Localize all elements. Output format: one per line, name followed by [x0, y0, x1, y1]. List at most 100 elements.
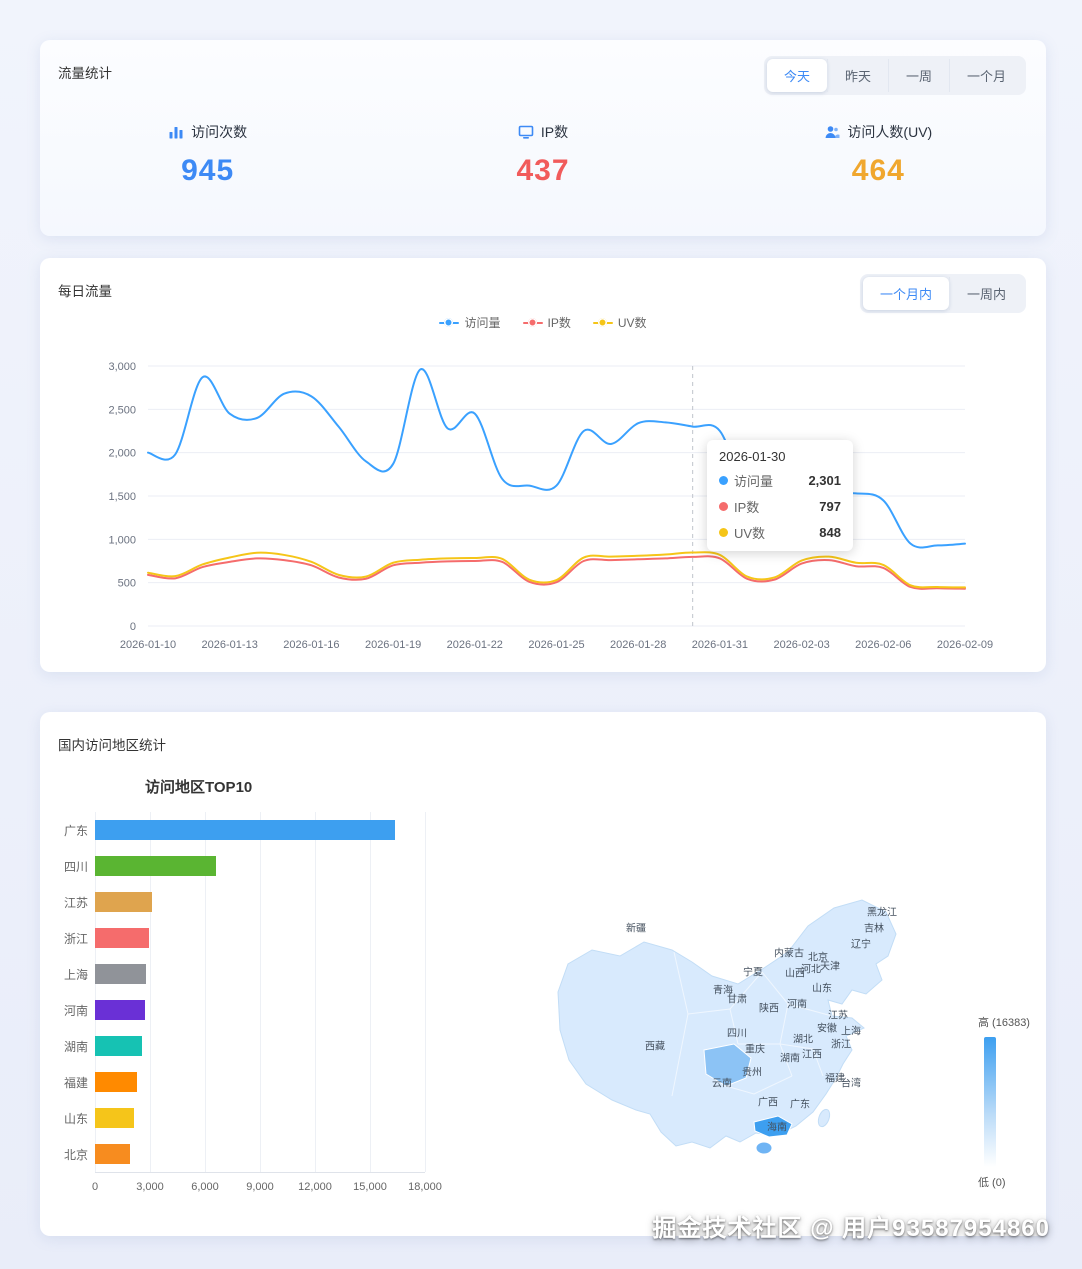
bar-track	[95, 1036, 425, 1056]
tooltip-label: UV数	[734, 526, 766, 541]
bar-row: 四川	[58, 848, 448, 884]
china-outline	[557, 899, 897, 1149]
svg-text:500: 500	[118, 578, 136, 590]
bar[interactable]	[95, 856, 216, 876]
stat-value: 464	[851, 154, 905, 187]
traffic-stats-card: 流量统计 今天 昨天 一周 一个月 访问次数 945 IP数 437	[40, 40, 1046, 236]
svg-text:2026-01-19: 2026-01-19	[365, 639, 421, 651]
region-stats-card: 国内访问地区统计 访问地区TOP10 广东 四川 江苏 浙江 上海 河南 湖南 福建 山东 北京 …	[40, 712, 1046, 1236]
time-range-tab[interactable]: 一周	[887, 59, 949, 92]
bar-category-label: 上海	[63, 967, 88, 982]
legend-label: 访问量	[464, 316, 501, 330]
bar[interactable]	[95, 1144, 130, 1164]
tooltip-row: 访问量 2,301	[719, 471, 841, 490]
tooltip-value: 2,301	[808, 473, 841, 488]
time-range-tab[interactable]: 昨天	[826, 59, 888, 92]
bar[interactable]	[95, 964, 147, 984]
bar-row: 山东	[58, 1100, 448, 1136]
daily-range-tabs: 一个月内 一周内	[859, 274, 1026, 313]
stat-label: 访问人数(UV)	[847, 124, 933, 140]
bar-category-label: 河南	[63, 1003, 88, 1018]
card-title: 每日流量	[58, 284, 112, 299]
daily-traffic-chart[interactable]: 0 500 1,000 1,500 2,000 2,500 3,000 2026-01-10 2…	[40, 354, 1046, 654]
svg-text:2026-01-28: 2026-01-28	[610, 639, 666, 651]
card-title: 国内访问地区统计	[58, 738, 166, 753]
svg-text:2026-02-03: 2026-02-03	[773, 639, 829, 651]
svg-text:2026-02-06: 2026-02-06	[855, 639, 911, 651]
province-borders	[671, 951, 833, 1097]
legend-label: UV数	[617, 316, 647, 330]
svg-text:2026-01-13: 2026-01-13	[202, 639, 258, 651]
series-dot	[719, 528, 728, 537]
svg-text:2026-01-22: 2026-01-22	[447, 639, 503, 651]
svg-text:2026-01-10: 2026-01-10	[120, 639, 176, 651]
svg-text:0: 0	[130, 621, 136, 633]
map-gradient-legend: 高 (16383) 低 (0)	[978, 1014, 1046, 1190]
legend-line-icon	[522, 317, 543, 328]
bar-category-label: 广东	[63, 823, 88, 838]
legend-line-icon	[592, 317, 613, 328]
stat-label: 访问次数	[191, 124, 248, 140]
time-range-tab[interactable]: 一个月	[948, 59, 1023, 92]
bar-chart-x-axis: 0 3,000 6,000 9,000 12,000 15,000 18,000	[91, 1172, 442, 1197]
province-sichuan	[703, 1043, 752, 1087]
province-hainan	[755, 1141, 773, 1155]
bar-row: 江苏	[58, 884, 448, 920]
series-dot	[719, 476, 728, 485]
card-title: 流量统计	[58, 66, 112, 81]
stats-row: 访问次数 945 IP数 437 访问人数(UV) 464	[40, 122, 1046, 188]
x-axis-tick: 18,000	[408, 1181, 442, 1193]
bar-category-label: 北京	[63, 1147, 88, 1162]
x-axis-tick: 15,000	[353, 1181, 387, 1193]
stat-visits: 访问次数 945	[40, 122, 375, 188]
top10-bar-chart: 广东 四川 江苏 浙江 上海 河南 湖南 福建 山东 北京	[58, 812, 448, 1172]
daily-range-tab[interactable]: 一个月内	[862, 277, 949, 310]
legend-item[interactable]: IP数	[522, 314, 571, 331]
svg-text:2,500: 2,500	[108, 404, 136, 416]
watermark: 掘金技术社区 @ 用户93587954860	[652, 1215, 1050, 1242]
svg-text:2,000: 2,000	[108, 448, 136, 460]
x-axis-tick: 0	[91, 1181, 99, 1193]
bar[interactable]	[95, 928, 150, 948]
china-map[interactable]: 新疆 黑龙江 吉林 辽宁 内蒙古 北京 天津 河北 山西 宁夏 山东 青海 甘肃 陕西 河南 西藏 四川 重庆 湖北…	[540, 864, 940, 1159]
daily-range-tab[interactable]: 一周内	[948, 277, 1023, 310]
bar[interactable]	[95, 1072, 138, 1092]
tooltip-row: IP数 797	[719, 497, 841, 516]
china-map-shape[interactable]	[540, 864, 940, 1159]
bar[interactable]	[95, 820, 396, 840]
bar[interactable]	[95, 1108, 135, 1128]
svg-text:2026-01-16: 2026-01-16	[283, 639, 339, 651]
bar-category-label: 湖南	[63, 1039, 88, 1054]
svg-text:2026-02-09: 2026-02-09	[937, 639, 993, 651]
user-icon	[824, 124, 840, 140]
legend-high-label: 高 (16383)	[978, 1017, 1030, 1029]
bar-track	[95, 1144, 425, 1164]
bar-track	[95, 856, 425, 876]
bar-track	[95, 820, 425, 840]
bar-category-label: 山东	[63, 1111, 88, 1126]
bar[interactable]	[95, 1036, 142, 1056]
bar-category-label: 江苏	[63, 895, 88, 910]
bar-row: 湖南	[58, 1028, 448, 1064]
time-range-tab[interactable]: 今天	[766, 59, 827, 92]
bar-track	[95, 928, 425, 948]
bar-row: 河南	[58, 992, 448, 1028]
bar-track	[95, 964, 425, 984]
chart-tooltip: 2026-01-30 访问量 2,301 IP数 797 UV数 848	[707, 440, 853, 551]
chart-legend: 访问量 IP数 UV数	[40, 314, 1046, 331]
bar[interactable]	[95, 892, 152, 912]
series-dot	[719, 502, 728, 511]
bar-track	[95, 1108, 425, 1128]
svg-text:2026-01-31: 2026-01-31	[692, 639, 748, 651]
svg-text:1,000: 1,000	[108, 534, 136, 546]
x-axis-tick: 3,000	[136, 1181, 164, 1193]
legend-line-icon	[439, 317, 460, 328]
bar-row: 广东	[58, 812, 448, 848]
bar-track	[95, 1072, 425, 1092]
daily-traffic-card: 每日流量 一个月内 一周内 访问量 IP数 UV数 0 500 1,000 1,500 2,0…	[40, 258, 1046, 672]
legend-item[interactable]: 访问量	[439, 314, 501, 331]
bar-category-label: 福建	[63, 1075, 88, 1090]
bar[interactable]	[95, 1000, 145, 1020]
legend-item[interactable]: UV数	[592, 314, 647, 331]
svg-text:3,000: 3,000	[108, 361, 136, 373]
